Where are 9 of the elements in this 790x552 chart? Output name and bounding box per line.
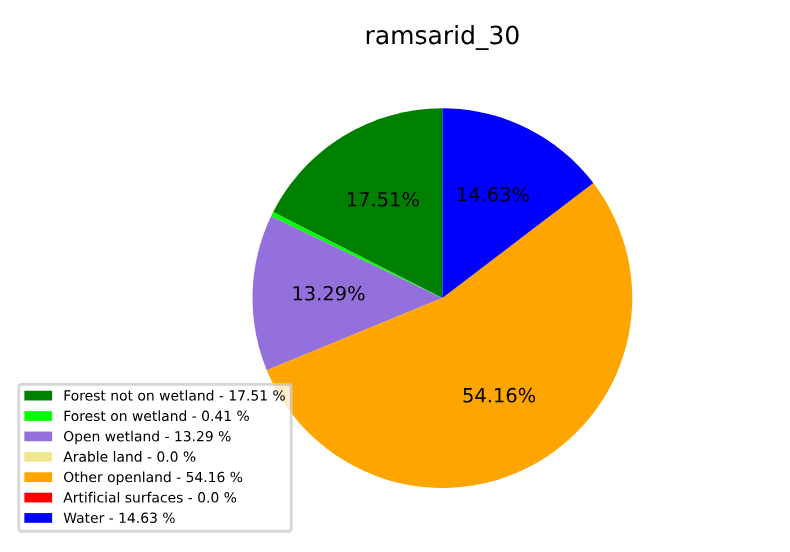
data-label: 14.63%	[458, 186, 529, 202]
pie-slice	[252, 216, 443, 371]
pie-slice	[442, 108, 594, 299]
chart-title: ramsarid_30	[366, 25, 519, 50]
pie-slice	[266, 182, 633, 488]
data-label: 13.29%	[293, 285, 365, 301]
data-label: 54.16%	[463, 387, 536, 403]
data-label: 17.51%	[347, 191, 419, 207]
pie-slice	[273, 108, 443, 299]
